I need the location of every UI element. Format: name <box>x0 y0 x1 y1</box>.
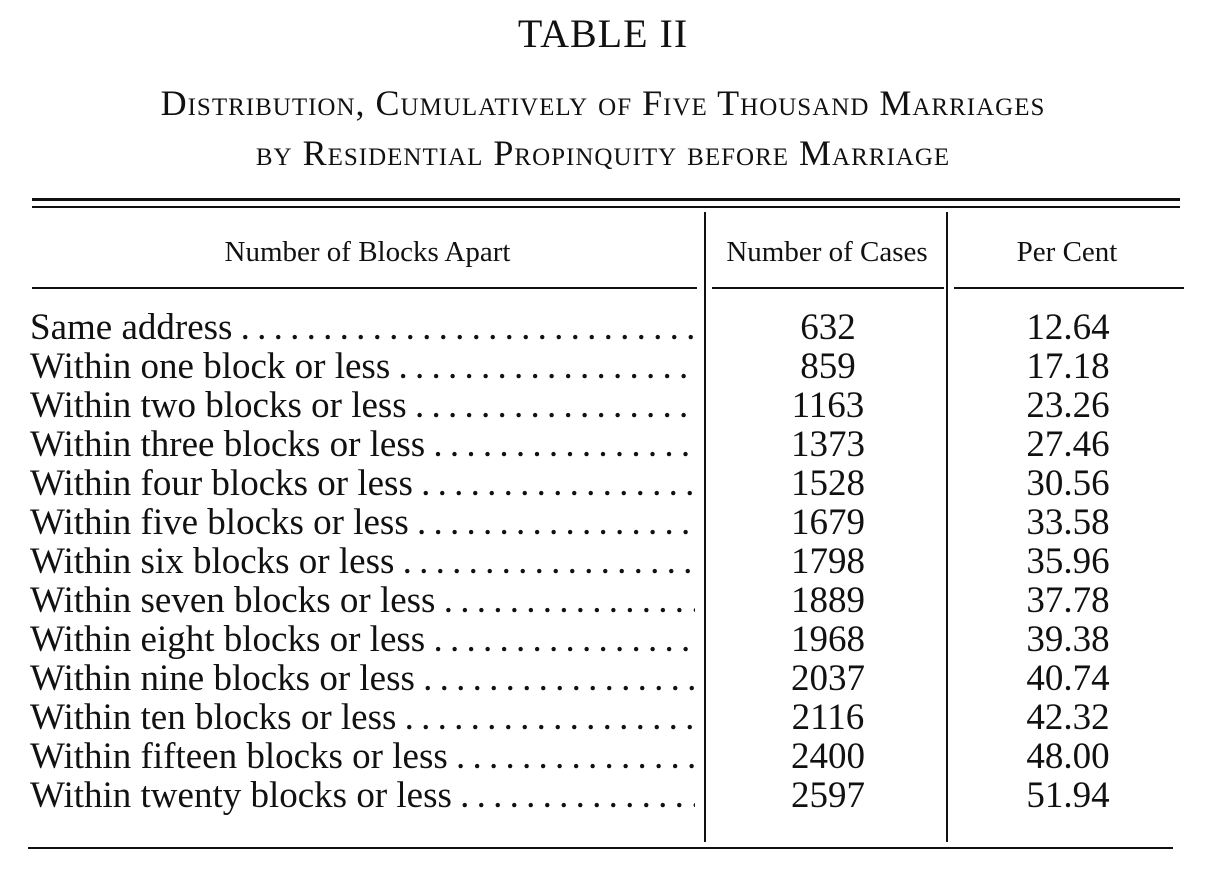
row-cases: 1163 <box>791 385 865 426</box>
row-cases: 2037 <box>791 658 865 699</box>
column-divider-1 <box>704 212 706 842</box>
row-percent: 30.56 <box>1026 463 1110 504</box>
table-caption-line-1: Distribution, Cumulatively of Five Thous… <box>160 83 1046 123</box>
row-label: Within three blocks or less <box>30 425 695 464</box>
row-label: Same address <box>30 308 695 347</box>
row-percent: 37.78 <box>1026 580 1110 621</box>
column-divider-2 <box>946 212 948 842</box>
bottom-rule <box>28 847 1173 849</box>
row-label: Within ten blocks or less <box>30 698 695 737</box>
row-label: Within four blocks or less <box>30 464 695 503</box>
row-cases: 2116 <box>791 697 865 738</box>
table-caption-line-2: by Residential Propinquity before Marria… <box>255 133 951 173</box>
table-row: Within six blocks or less 1798 35.96 <box>0 542 1206 581</box>
table-row: Within two blocks or less 1163 23.26 <box>0 386 1206 425</box>
row-percent: 42.32 <box>1026 697 1110 738</box>
table-row: Within fifteen blocks or less 2400 48.00 <box>0 737 1206 776</box>
header-underline-2 <box>712 287 944 289</box>
row-cases: 1373 <box>791 424 865 465</box>
row-label: Within one block or less <box>30 347 695 386</box>
row-label: Within seven blocks or less <box>30 581 695 620</box>
row-label: Within eight blocks or less <box>30 620 695 659</box>
row-label: Within six blocks or less <box>30 542 695 581</box>
row-label: Within five blocks or less <box>30 503 695 542</box>
row-label: Within twenty blocks or less <box>30 776 695 815</box>
header-underline-3 <box>954 287 1184 289</box>
row-percent: 12.64 <box>1026 307 1110 348</box>
row-cases: 2400 <box>791 736 865 777</box>
table-row: Within eight blocks or less 1968 39.38 <box>0 620 1206 659</box>
row-percent: 23.26 <box>1026 385 1110 426</box>
table-row: Within ten blocks or less 2116 42.32 <box>0 698 1206 737</box>
row-label: Within nine blocks or less <box>30 659 695 698</box>
row-cases: 1889 <box>791 580 865 621</box>
row-label: Within two blocks or less <box>30 386 695 425</box>
column-header-percent: Per Cent <box>1016 236 1118 268</box>
table-row: Same address 632 12.64 <box>0 308 1206 347</box>
row-cases: 1528 <box>791 463 865 504</box>
table-row: Within one block or less 859 17.18 <box>0 347 1206 386</box>
row-cases: 2597 <box>791 775 865 816</box>
column-header-blocks: Number of Blocks Apart <box>224 236 511 268</box>
row-cases: 1679 <box>791 502 865 543</box>
row-cases: 859 <box>800 346 856 387</box>
table-row: Within twenty blocks or less 2597 51.94 <box>0 776 1206 815</box>
table-row: Within four blocks or less 1528 30.56 <box>0 464 1206 503</box>
row-percent: 51.94 <box>1026 775 1110 816</box>
row-cases: 1968 <box>791 619 865 660</box>
table-row: Within nine blocks or less 2037 40.74 <box>0 659 1206 698</box>
top-rule-lower <box>32 206 1180 208</box>
table-label: TABLE II <box>517 11 689 56</box>
table-row: Within three blocks or less 1373 27.46 <box>0 425 1206 464</box>
header-underline-1 <box>32 287 697 289</box>
table-row: Within seven blocks or less 1889 37.78 <box>0 581 1206 620</box>
row-cases: 632 <box>800 307 856 348</box>
column-header-cases: Number of Cases <box>726 236 928 268</box>
top-rule-upper <box>32 198 1180 201</box>
row-cases: 1798 <box>791 541 865 582</box>
row-percent: 39.38 <box>1026 619 1110 660</box>
row-percent: 17.18 <box>1026 346 1110 387</box>
table-row: Within five blocks or less 1679 33.58 <box>0 503 1206 542</box>
row-percent: 35.96 <box>1026 541 1110 582</box>
row-percent: 40.74 <box>1026 658 1110 699</box>
row-label: Within fifteen blocks or less <box>30 737 695 776</box>
row-percent: 48.00 <box>1026 736 1110 777</box>
row-percent: 33.58 <box>1026 502 1110 543</box>
row-percent: 27.46 <box>1026 424 1110 465</box>
